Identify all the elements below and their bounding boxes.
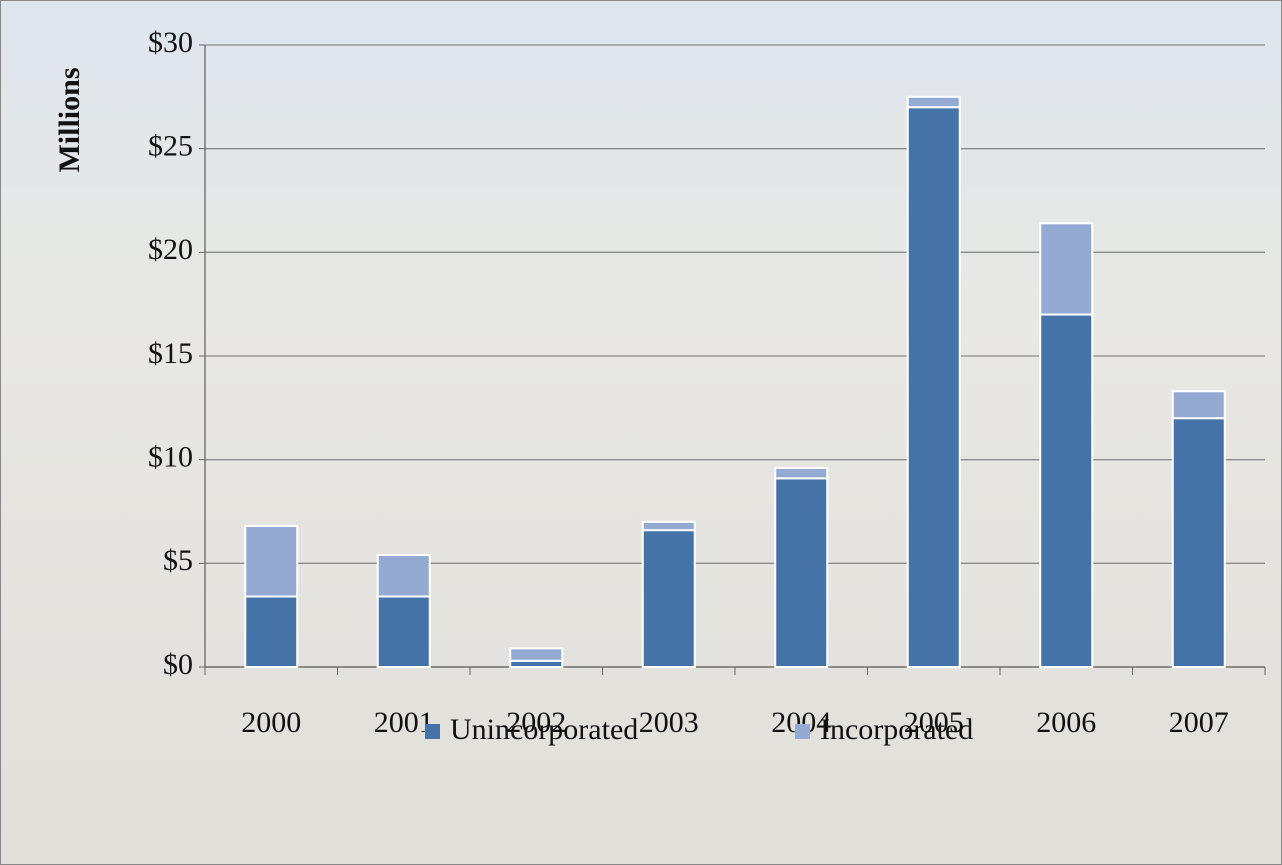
- bar-segment: [1040, 223, 1092, 314]
- bar-segment: [775, 478, 827, 667]
- bar-segment: [775, 468, 827, 478]
- bar-segment: [1040, 315, 1092, 667]
- y-tick-label: $25: [148, 130, 193, 163]
- bar-segment: [378, 555, 430, 596]
- bar-segment: [908, 97, 960, 107]
- y-tick-label: $15: [148, 337, 193, 370]
- bar-segment: [1173, 391, 1225, 418]
- legend-label: Unincorporated: [450, 713, 638, 746]
- x-tick-label: 2001: [374, 706, 434, 739]
- y-tick-label: $10: [148, 441, 193, 474]
- y-tick-label: $5: [163, 544, 193, 577]
- bar-segment: [245, 526, 297, 596]
- page: Millions $0$5$10$15$20$25$30200020012002…: [0, 0, 1282, 865]
- bar-segment: [908, 107, 960, 667]
- bar-segment: [643, 530, 695, 667]
- x-tick-label: 2006: [1036, 706, 1096, 739]
- legend-swatch: [425, 724, 440, 739]
- legend-label: Incorporated: [820, 713, 973, 746]
- bar-segment: [1173, 418, 1225, 667]
- x-tick-label: 2003: [639, 706, 699, 739]
- x-tick-label: 2007: [1169, 706, 1229, 739]
- y-axis-label: Millions: [53, 67, 86, 172]
- chart: Millions $0$5$10$15$20$25$30200020012002…: [0, 0, 1282, 865]
- legend-swatch: [795, 724, 810, 739]
- y-tick-label: $30: [148, 26, 193, 59]
- bar-segment: [643, 522, 695, 530]
- x-tick-label: 2000: [241, 706, 301, 739]
- bar-segment: [245, 597, 297, 667]
- bar-segment: [378, 597, 430, 667]
- y-tick-label: $20: [148, 233, 193, 266]
- bar-segment: [510, 648, 562, 660]
- y-tick-label: $0: [163, 648, 193, 681]
